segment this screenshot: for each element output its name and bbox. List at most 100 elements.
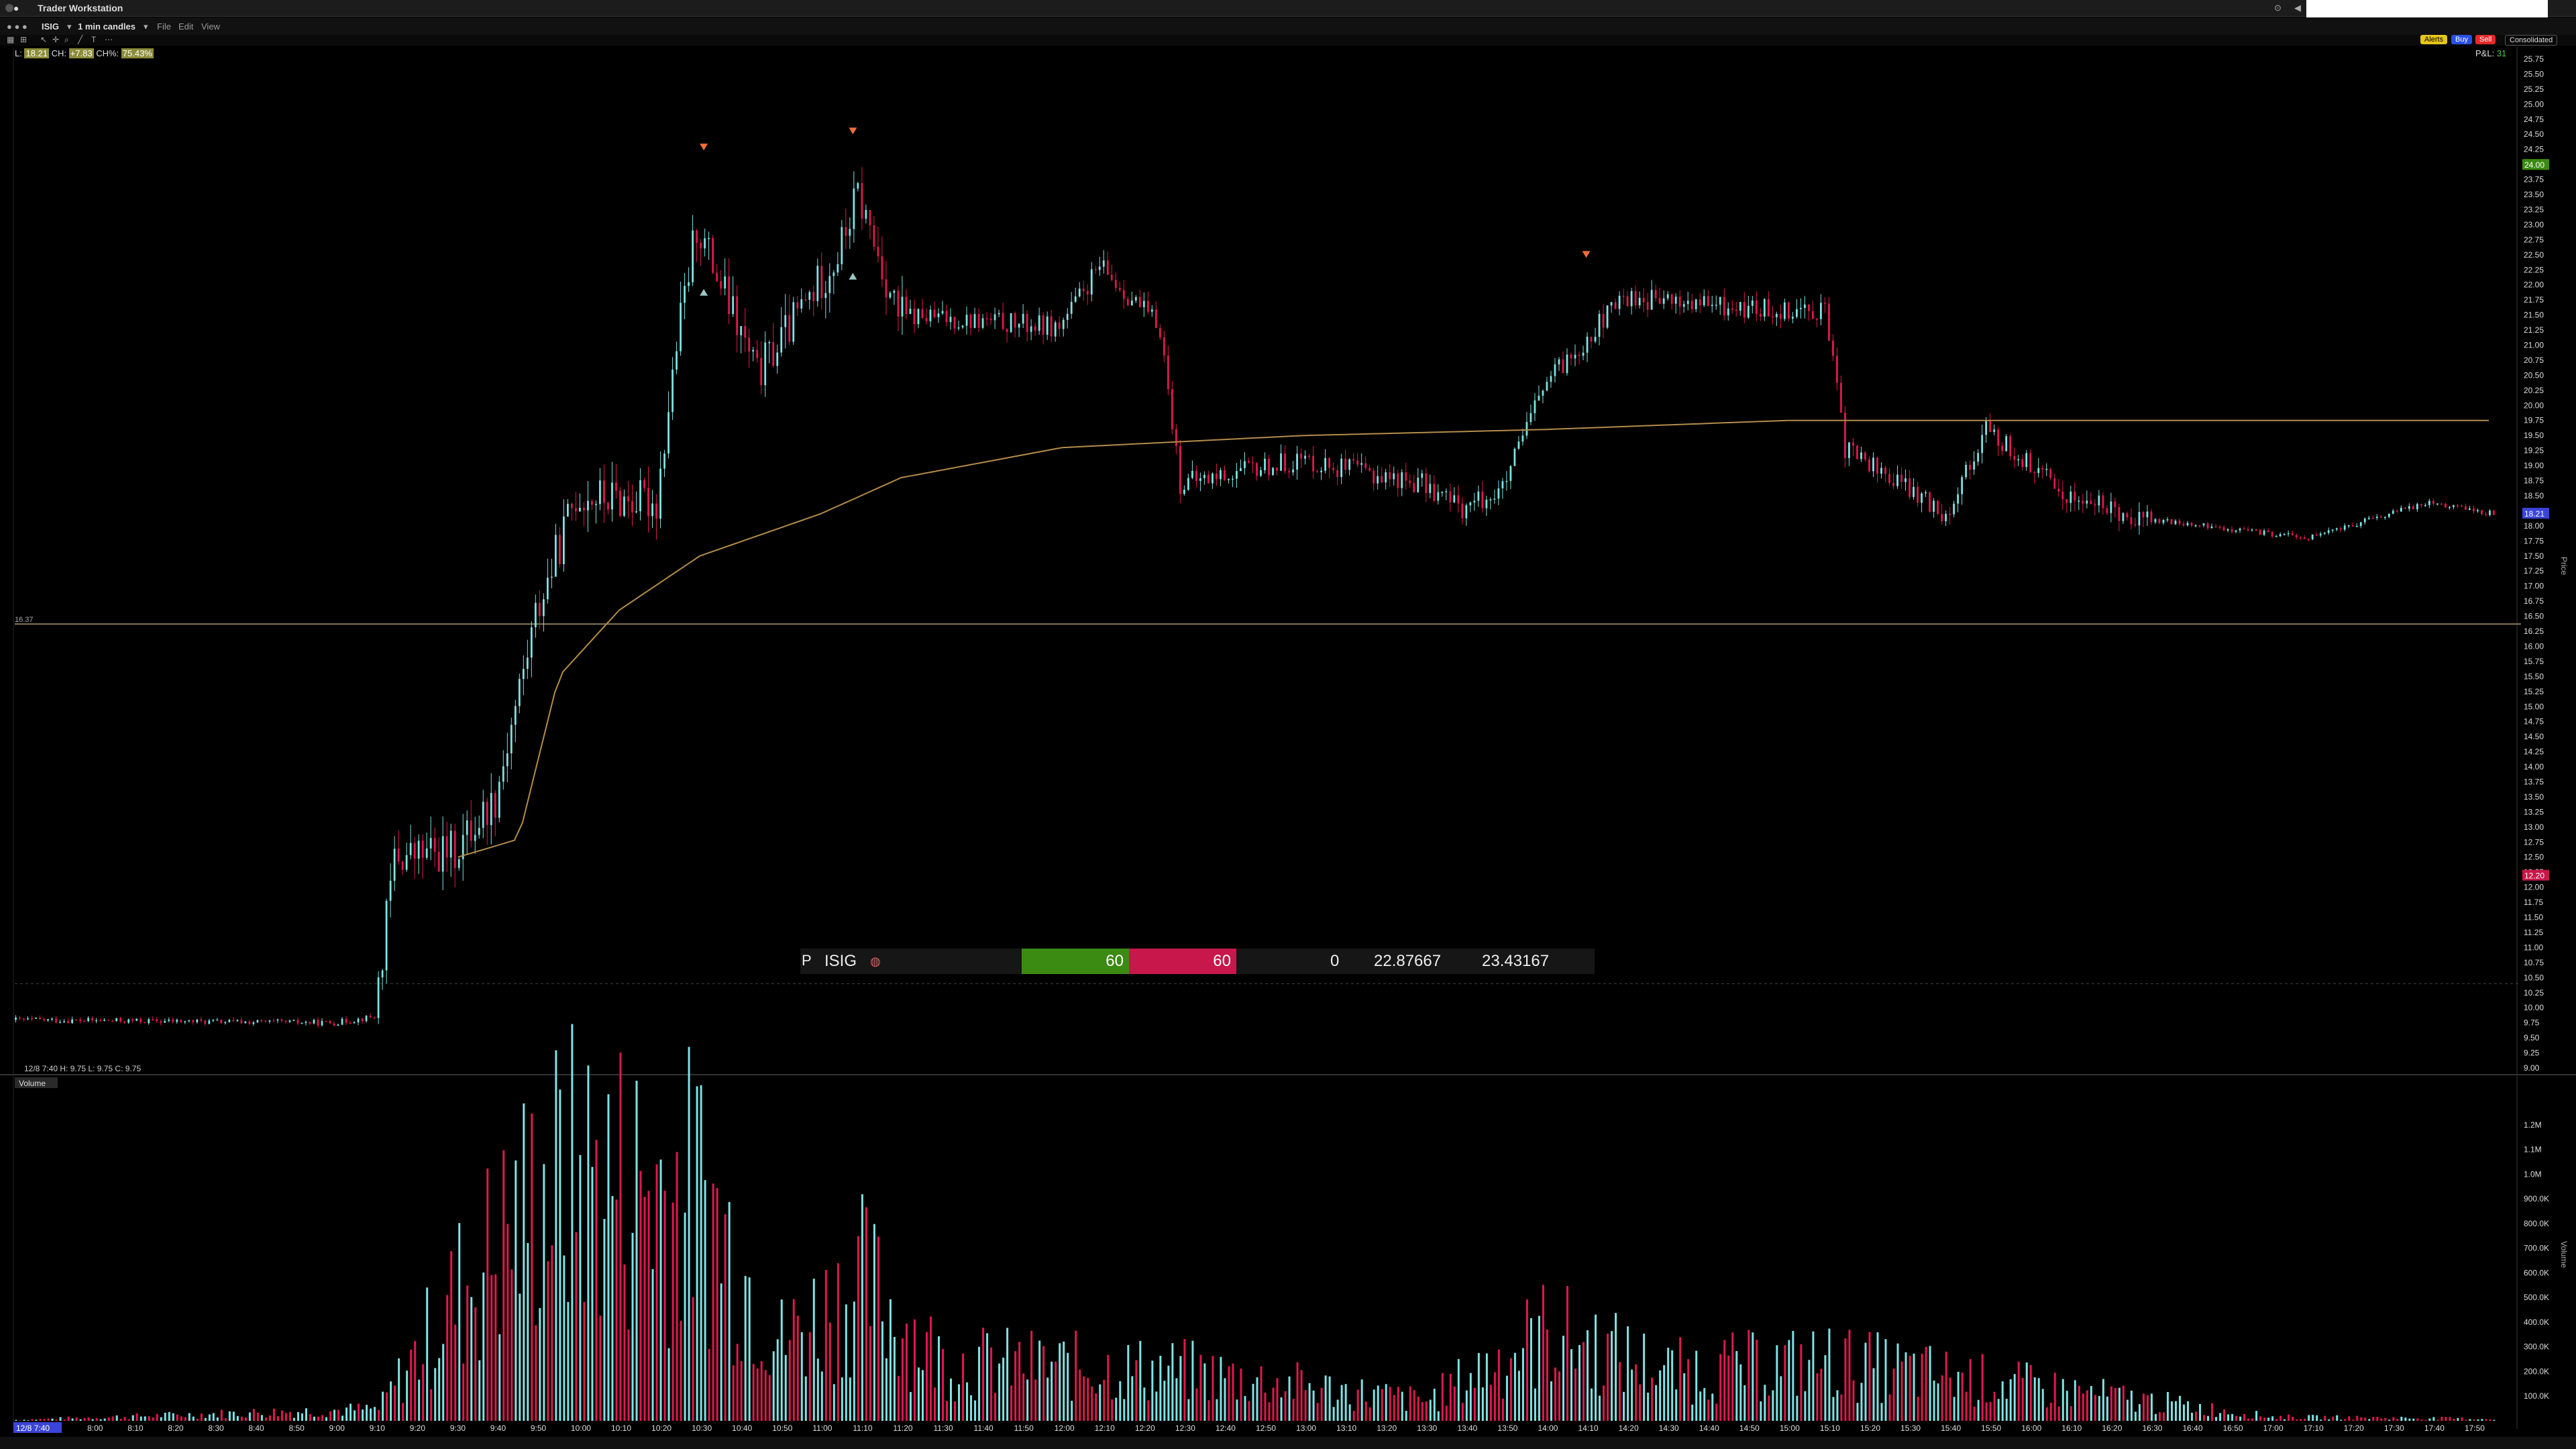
menu-view[interactable]: View xyxy=(201,21,220,32)
volume-bar xyxy=(816,1358,819,1421)
candle-up xyxy=(2086,500,2088,504)
consolidated-button[interactable]: Consolidated xyxy=(2505,35,2558,46)
volume-bar xyxy=(2215,1417,2218,1421)
window-controls-icon[interactable]: ● ● ● xyxy=(7,21,28,32)
volume-bar xyxy=(1550,1381,1552,1421)
volume-bar xyxy=(1513,1352,1516,1421)
text-tool-icon[interactable]: T xyxy=(91,35,97,44)
volume-bar xyxy=(59,1417,62,1421)
volume-bar xyxy=(1360,1379,1363,1421)
volume-bar xyxy=(748,1277,751,1421)
volume-bar xyxy=(531,1113,533,1421)
volume-bar xyxy=(563,1255,566,1421)
alerts-button[interactable]: Alerts xyxy=(2420,35,2448,44)
chevron-down-icon[interactable]: ▾ xyxy=(144,21,148,32)
ask-size-box[interactable]: 60 xyxy=(1129,949,1236,974)
price-tick-label: 13.25 xyxy=(2524,807,2544,816)
quote-bar[interactable]: P ISIG ◍ 60 60 0 22.87667 23.43167 xyxy=(800,949,1595,974)
candle-up xyxy=(816,266,819,301)
volume-bar xyxy=(2247,1418,2250,1421)
candle-down xyxy=(373,1017,376,1019)
time-tick-label: 16:40 xyxy=(2183,1424,2203,1433)
candle-up xyxy=(1401,472,1403,488)
candle-down xyxy=(75,1019,77,1021)
price-tick-label: 17.25 xyxy=(2524,566,2544,576)
menu-edit[interactable]: Edit xyxy=(178,21,194,32)
bid-size-box[interactable]: 60 xyxy=(1022,949,1129,974)
buy-button[interactable]: Buy xyxy=(2451,35,2472,44)
volume-bar xyxy=(1828,1328,1831,1421)
price-tick-label: 11.00 xyxy=(2524,943,2543,952)
volume-bar xyxy=(1010,1385,1013,1421)
timeframe-selector[interactable]: 1 min candles xyxy=(78,21,136,32)
volume-bar xyxy=(994,1393,997,1421)
candle-down xyxy=(220,1019,223,1024)
volume-bar xyxy=(1639,1384,1642,1421)
close-window-button[interactable] xyxy=(5,4,13,12)
symbol-selector[interactable]: ISIG xyxy=(42,21,60,32)
volume-bar xyxy=(796,1316,799,1421)
candle-up xyxy=(2311,534,2314,540)
menu-file[interactable]: File xyxy=(157,21,171,32)
candle-down xyxy=(1844,413,1846,458)
volume-bar xyxy=(2469,1419,2471,1421)
volume-bar xyxy=(2029,1364,2032,1421)
candle-down xyxy=(1252,462,1254,464)
more-tools-icon[interactable]: ⋯ xyxy=(105,35,113,44)
sound-icon[interactable]: ◀ xyxy=(2294,3,2301,13)
candle-down xyxy=(1409,480,1411,484)
quote-symbol[interactable]: ISIG xyxy=(824,952,857,970)
candle-up xyxy=(917,309,920,325)
volume-bar xyxy=(438,1358,441,1421)
volume-bar xyxy=(1340,1385,1343,1421)
volume-bar xyxy=(804,1376,807,1421)
settings-icon[interactable]: ⊙ xyxy=(2274,3,2282,13)
volume-bar xyxy=(865,1207,867,1421)
layout-icon[interactable]: ▦ xyxy=(7,35,15,44)
volume-bar xyxy=(567,1301,570,1421)
price-tick-label: 17.00 xyxy=(2524,582,2544,591)
sell-marker-icon[interactable] xyxy=(700,144,708,151)
buy-marker-icon[interactable] xyxy=(700,288,708,296)
volume-bar xyxy=(1489,1385,1492,1421)
change-pct-label: CH%: xyxy=(96,48,119,58)
candle-down xyxy=(317,1020,319,1026)
grid-icon[interactable]: ⊞ xyxy=(20,35,28,44)
chevron-down-icon[interactable]: ▾ xyxy=(67,21,72,32)
volume-bar xyxy=(1304,1390,1307,1421)
volume-bar xyxy=(954,1401,957,1421)
apple-icon[interactable]: ● xyxy=(13,3,19,13)
volume-bar xyxy=(75,1417,78,1421)
candle-down xyxy=(2247,529,2249,531)
crosshair-icon[interactable]: ✛ xyxy=(52,35,60,44)
sell-marker-icon[interactable] xyxy=(849,127,857,135)
volume-bar xyxy=(780,1299,783,1421)
candle-up xyxy=(1497,488,1500,499)
draw-line-icon[interactable]: ╱ xyxy=(78,35,83,44)
sell-button[interactable]: Sell xyxy=(2475,35,2496,44)
volume-bar xyxy=(2219,1413,2222,1421)
candle-up xyxy=(2045,468,2048,470)
candle-down xyxy=(2214,526,2217,528)
candle-up xyxy=(216,1019,219,1021)
price-tick-label: 15.75 xyxy=(2524,657,2544,666)
buy-marker-icon[interactable] xyxy=(849,272,857,280)
candle-down xyxy=(1989,420,1992,433)
candle-up xyxy=(2436,503,2438,505)
zoom-icon[interactable]: ⌕ xyxy=(64,35,69,44)
volume-bar xyxy=(228,1411,231,1421)
volume-bar xyxy=(2134,1411,2137,1421)
price-tick-label: 21.50 xyxy=(2524,311,2544,320)
sell-marker-icon[interactable] xyxy=(1582,251,1591,258)
volume-bar xyxy=(2453,1418,2455,1421)
volume-bar xyxy=(833,1384,835,1421)
price-tick-label: 9.25 xyxy=(2524,1049,2540,1058)
scroll-bar[interactable] xyxy=(0,1437,2576,1449)
volume-bar xyxy=(788,1340,791,1421)
volume-bar xyxy=(2316,1415,2318,1421)
cursor-icon[interactable]: ↖ xyxy=(40,35,48,44)
candle-down xyxy=(2267,530,2269,532)
volume-bar xyxy=(2231,1413,2234,1421)
candle-up xyxy=(1606,305,1609,328)
